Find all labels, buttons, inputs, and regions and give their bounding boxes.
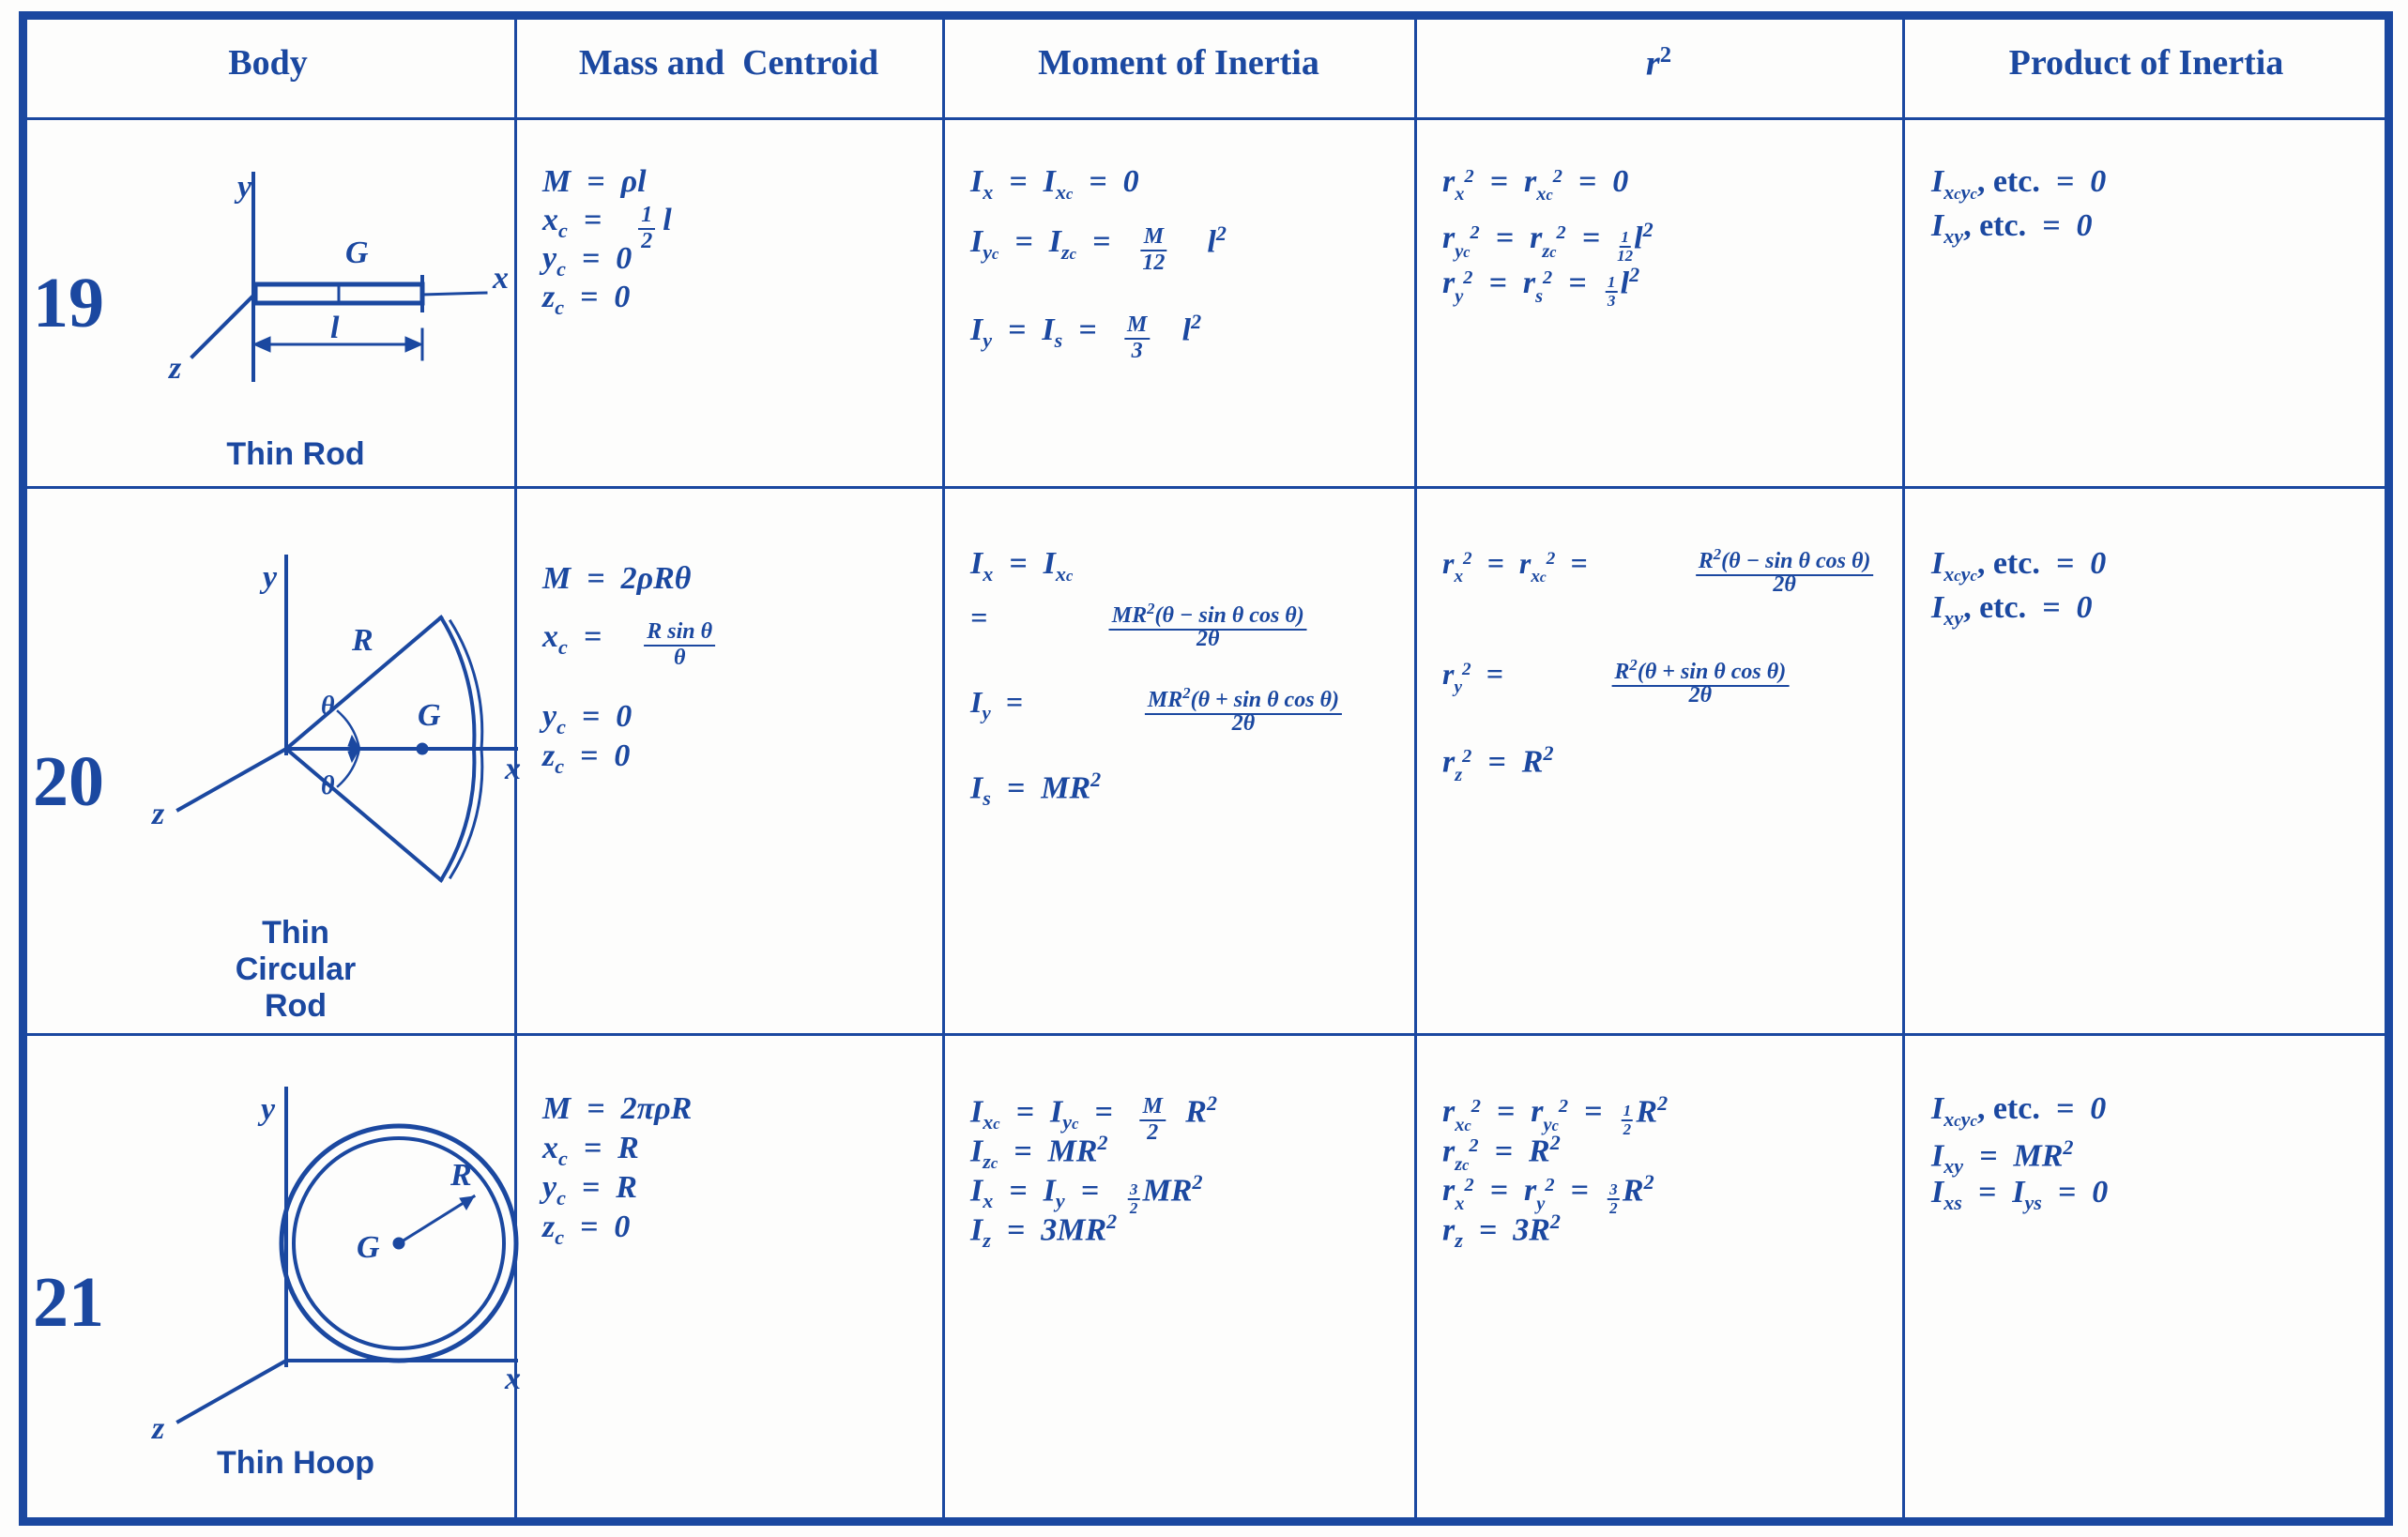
svg-text:R: R <box>351 623 373 658</box>
svg-text:G: G <box>357 1230 380 1265</box>
svg-text:x: x <box>504 752 521 786</box>
svg-text:z: z <box>151 1411 165 1446</box>
svg-text:y: y <box>234 170 252 205</box>
svg-text:G: G <box>345 236 369 270</box>
svg-text:x: x <box>492 261 509 296</box>
svg-text:x: x <box>504 1362 521 1396</box>
svg-text:y: y <box>257 1092 276 1127</box>
svg-text:z: z <box>151 797 165 831</box>
svg-text:l: l <box>330 311 340 345</box>
svg-text:θ: θ <box>321 771 335 800</box>
svg-text:y: y <box>259 560 278 595</box>
svg-text:z: z <box>168 351 182 386</box>
svg-text:G: G <box>418 698 441 733</box>
svg-text:R: R <box>450 1158 472 1193</box>
svg-text:θ: θ <box>321 692 335 721</box>
